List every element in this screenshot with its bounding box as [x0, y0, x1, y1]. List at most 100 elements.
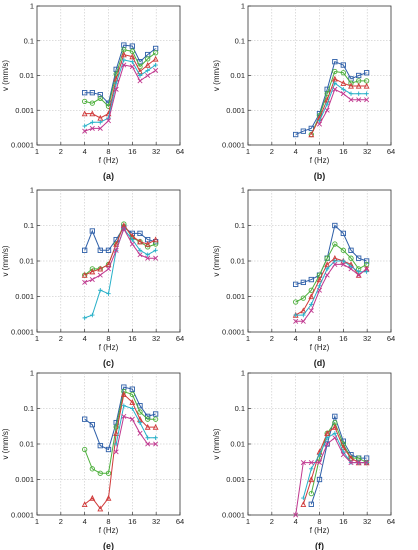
data-point: [301, 312, 306, 318]
y-tick-label: 0.0001: [222, 328, 245, 337]
data-point: [137, 248, 143, 253]
data-point: [145, 244, 151, 250]
data-point: [82, 247, 88, 253]
data-point: [145, 441, 151, 447]
data-point: [97, 92, 103, 98]
y-tick-label: 0.1: [24, 36, 34, 45]
data-point: [340, 62, 346, 68]
data-point: [348, 454, 354, 461]
data-point: [355, 82, 362, 89]
y-tick-label: 0.1: [24, 404, 34, 413]
data-point: [152, 416, 159, 422]
x-tick-label: 32: [363, 517, 371, 526]
series-line: [84, 54, 156, 119]
y-axis-label: v (mm/s): [212, 428, 221, 459]
series-4: [82, 226, 158, 321]
data-point: [97, 505, 104, 512]
series-line: [310, 414, 367, 505]
data-point: [90, 120, 95, 125]
data-point: [105, 494, 112, 501]
data-point: [332, 435, 338, 441]
x-tick-label: 64: [176, 334, 184, 343]
data-point: [300, 307, 307, 314]
data-point: [137, 238, 143, 245]
chart-panel-e: 1 2 4 8 16 32 64 0.0001 0.001 0.01 0.1 1 f (Hz) v (mm…: [1, 369, 184, 550]
data-point: [113, 430, 120, 436]
data-point: [308, 287, 314, 293]
data-point: [97, 125, 103, 131]
data-point: [82, 315, 87, 321]
data-point: [97, 442, 103, 449]
data-point: [324, 441, 330, 447]
data-point: [324, 435, 330, 440]
data-point: [324, 101, 330, 107]
data-point: [300, 460, 306, 466]
data-point: [81, 110, 88, 117]
series-line: [84, 393, 156, 510]
x-tick-label: 8: [317, 334, 321, 343]
data-point: [153, 255, 159, 261]
data-point: [348, 264, 354, 269]
data-point: [130, 406, 135, 411]
data-point: [81, 271, 88, 278]
data-point: [316, 276, 323, 283]
data-point: [137, 73, 143, 78]
y-tick-label: 0.01: [19, 71, 34, 80]
y-tick-label: 1: [241, 186, 245, 195]
data-point: [332, 86, 338, 92]
series-5: [82, 62, 159, 134]
y-axis-label: v (mm/s): [212, 60, 221, 91]
data-point: [145, 72, 151, 79]
series-line: [295, 224, 367, 285]
data-point: [348, 82, 354, 89]
series-line: [84, 227, 156, 319]
data-point: [89, 100, 95, 106]
data-point: [130, 237, 135, 242]
x-tick-label: 32: [152, 517, 160, 526]
data-point: [324, 107, 330, 113]
data-point: [153, 248, 158, 253]
x-tick-label: 8: [106, 147, 110, 156]
data-point: [89, 268, 96, 275]
data-point: [98, 120, 103, 125]
data-point: [309, 466, 314, 472]
data-point: [144, 240, 151, 247]
data-point: [324, 430, 331, 436]
data-point: [340, 247, 346, 253]
x-axis-label: f (Hz): [310, 343, 330, 352]
data-point: [113, 240, 120, 247]
data-point: [341, 87, 346, 92]
y-tick-label: 0.0001: [11, 141, 34, 150]
x-tick-label: 16: [339, 334, 347, 343]
x-tick-label: 2: [270, 517, 274, 526]
x-tick-label: 8: [317, 517, 321, 526]
data-point: [316, 460, 323, 466]
data-point: [301, 495, 306, 501]
data-point: [120, 51, 127, 58]
data-point: [130, 59, 135, 64]
data-point: [153, 441, 159, 447]
y-tick-label: 0.1: [235, 36, 245, 45]
data-point: [121, 403, 127, 408]
data-point: [300, 128, 306, 134]
data-point: [113, 86, 119, 92]
data-point: [89, 110, 96, 117]
data-point: [105, 118, 112, 124]
y-tick-label: 1: [241, 2, 245, 11]
x-tick-label: 4: [294, 517, 298, 526]
series-2: [82, 388, 159, 476]
x-axis-label: f (Hz): [99, 156, 119, 165]
panel-caption: (e): [103, 541, 114, 550]
series-line: [295, 243, 367, 303]
x-tick-label: 32: [363, 147, 371, 156]
data-point: [308, 276, 314, 283]
chart-panel-a: 1 2 4 8 16 32 64 0.0001 0.001 0.01 0.1 1 f (Hz) v (mm…: [1, 2, 184, 182]
data-point: [145, 252, 150, 257]
y-axis-label: v (mm/s): [1, 245, 10, 276]
data-point: [316, 287, 323, 293]
data-point: [106, 291, 111, 296]
data-point: [137, 420, 143, 425]
data-point: [332, 241, 338, 247]
data-point: [332, 68, 338, 75]
y-tick-label: 0.01: [230, 71, 245, 80]
